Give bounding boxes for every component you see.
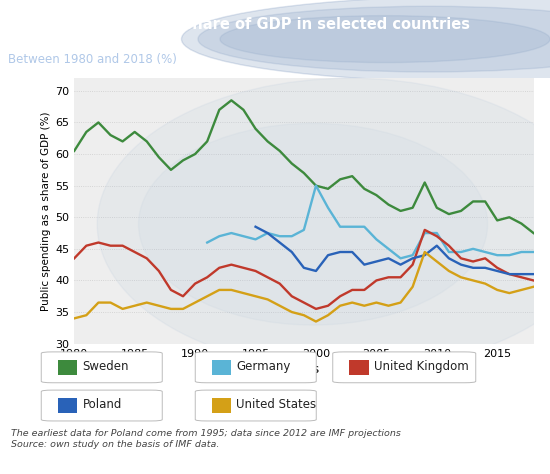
Text: Public spending as a share of GDP in selected countries: Public spending as a share of GDP in sel… <box>8 17 470 32</box>
Text: Germany: Germany <box>236 360 291 373</box>
FancyBboxPatch shape <box>333 352 476 383</box>
Text: Poland: Poland <box>82 398 122 411</box>
FancyBboxPatch shape <box>41 352 162 383</box>
FancyBboxPatch shape <box>212 398 231 413</box>
Circle shape <box>182 0 550 82</box>
FancyBboxPatch shape <box>41 390 162 421</box>
Text: The earliest data for Poland come from 1995; data since 2012 are IMF projections: The earliest data for Poland come from 1… <box>11 429 401 449</box>
FancyBboxPatch shape <box>195 352 316 383</box>
Text: United States: United States <box>236 398 317 411</box>
X-axis label: Years: Years <box>287 363 321 376</box>
Text: United Kingdom: United Kingdom <box>374 360 469 373</box>
FancyBboxPatch shape <box>212 360 231 374</box>
Circle shape <box>97 78 550 370</box>
FancyBboxPatch shape <box>58 360 77 374</box>
Circle shape <box>139 123 488 325</box>
Y-axis label: Public spending as a share of GDP (%): Public spending as a share of GDP (%) <box>41 111 51 310</box>
Circle shape <box>220 16 550 63</box>
FancyBboxPatch shape <box>349 360 368 374</box>
FancyBboxPatch shape <box>58 398 77 413</box>
Circle shape <box>198 6 550 72</box>
Text: Sweden: Sweden <box>82 360 129 373</box>
Text: Between 1980 and 2018 (%): Between 1980 and 2018 (%) <box>8 53 177 66</box>
FancyBboxPatch shape <box>195 390 316 421</box>
